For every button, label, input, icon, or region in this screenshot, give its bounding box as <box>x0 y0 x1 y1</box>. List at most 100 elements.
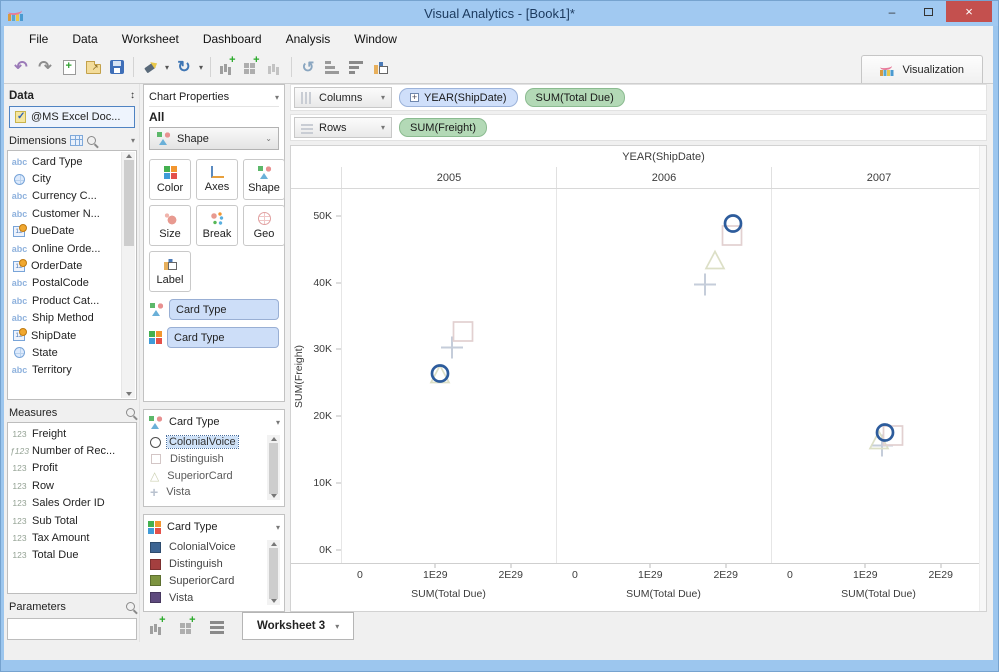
dropdown-caret-icon[interactable]: ▾ <box>164 62 169 72</box>
chart-type-dropdown[interactable]: Shape ⌄ <box>149 127 279 150</box>
dropdown-caret-icon[interactable]: ▾ <box>198 62 203 72</box>
scroll-down-icon[interactable] <box>270 599 277 603</box>
dimension-item[interactable]: abc Currency C... <box>10 188 120 205</box>
search-icon[interactable] <box>126 408 135 417</box>
dimension-item[interactable]: abc Territory <box>10 362 120 379</box>
data-point-distinguish[interactable] <box>881 423 905 450</box>
data-connection-icon[interactable] <box>139 57 161 77</box>
search-icon[interactable] <box>126 602 135 611</box>
data-point-colonialvoice[interactable] <box>428 361 452 388</box>
geo-button[interactable]: Geo <box>243 205 285 246</box>
dimensions-menu-caret-icon[interactable]: ▾ <box>130 136 135 145</box>
measure-item[interactable]: 123 Sub Total <box>10 512 120 529</box>
data-point-vista[interactable] <box>440 336 464 363</box>
chart-panel-2005[interactable] <box>341 189 556 563</box>
collapse-expand-icon[interactable]: ↕ <box>130 90 135 101</box>
field-pill[interactable]: SUM(Total Due) <box>524 88 625 107</box>
measure-item[interactable]: ƒ123 Number of Rec... <box>10 442 120 459</box>
size-button[interactable]: Size <box>149 205 191 246</box>
dimension-item[interactable]: 12 DueDate <box>10 223 120 240</box>
scrollbar-thumb[interactable] <box>269 442 278 494</box>
refresh-layout-icon[interactable]: ↺ <box>301 59 315 76</box>
color-legend-scrollbar[interactable] <box>267 539 280 605</box>
measure-item[interactable]: 123 Total Due <box>10 547 120 564</box>
data-point-vista[interactable] <box>693 272 717 299</box>
save-icon[interactable] <box>106 57 128 77</box>
chart-properties-caret-icon[interactable]: ▾ <box>274 92 279 102</box>
scroll-down-icon[interactable] <box>125 392 132 396</box>
dimension-item[interactable]: abc Product Cat... <box>10 292 120 309</box>
menu-analysis[interactable]: Analysis <box>285 31 331 46</box>
data-point-distinguish[interactable] <box>451 319 475 346</box>
dimensions-scrollbar[interactable] <box>121 152 135 398</box>
dimension-item[interactable]: abc Card Type <box>10 153 120 170</box>
search-icon[interactable] <box>87 136 97 145</box>
color-legend-item[interactable]: SuperiorCard <box>150 572 264 589</box>
shape-legend-item[interactable]: ColonialVoice <box>150 434 264 451</box>
refresh-icon[interactable]: ↻ <box>177 59 191 76</box>
worksheet-tab-caret-icon[interactable]: ▾ <box>335 621 340 631</box>
data-source-item[interactable]: @MS Excel Doc... <box>9 106 135 128</box>
show-labels-icon[interactable] <box>369 57 391 77</box>
chart-panel-2006[interactable] <box>556 189 771 563</box>
dimension-item[interactable]: abc Customer N... <box>10 205 120 222</box>
dimension-item[interactable]: abc Online Orde... <box>10 240 120 257</box>
menu-window[interactable]: Window <box>354 31 397 46</box>
shape-legend-caret-icon[interactable]: ▾ <box>275 417 280 427</box>
menu-data[interactable]: Data <box>72 31 98 46</box>
color-legend-item[interactable]: Distinguish <box>150 556 264 573</box>
scrollbar-thumb[interactable] <box>269 547 278 599</box>
data-point-distinguish[interactable] <box>720 224 744 251</box>
label-button[interactable]: Label <box>149 251 191 292</box>
shape-legend-item[interactable]: + Vista <box>150 484 264 501</box>
visualization-tab[interactable]: Visualization <box>861 55 983 83</box>
color-legend-item[interactable]: ColonialVoice <box>150 539 264 556</box>
shape-legend-item[interactable]: Distinguish <box>150 450 264 467</box>
columns-caret-icon[interactable]: ▾ <box>380 93 385 102</box>
add-dashboard-icon[interactable] <box>240 54 262 77</box>
add-worksheet-icon[interactable] <box>216 54 238 77</box>
minimize-button[interactable]: – <box>888 4 896 19</box>
new-dashboard-icon[interactable] <box>175 614 199 637</box>
data-point-superiorcard[interactable] <box>428 363 452 390</box>
break-button[interactable]: Break <box>196 205 238 246</box>
columns-shelf-label[interactable]: Columns ▾ <box>294 87 392 108</box>
rows-caret-icon[interactable]: ▾ <box>380 123 385 132</box>
maximize-button[interactable] <box>910 1 946 22</box>
sort-descending-icon[interactable] <box>345 57 367 77</box>
measure-item[interactable]: 123 Row <box>10 477 120 494</box>
color-button[interactable]: Color <box>149 159 191 200</box>
color-legend-caret-icon[interactable]: ▾ <box>275 522 280 532</box>
axes-button[interactable]: Axes <box>196 159 238 200</box>
scrollbar-thumb[interactable] <box>123 160 134 246</box>
measure-item[interactable]: 123 Sales Order ID <box>10 495 120 512</box>
data-point-superiorcard[interactable] <box>703 249 727 276</box>
color-legend-item[interactable]: Vista <box>150 589 264 606</box>
menu-file[interactable]: File <box>29 31 49 46</box>
new-worksheet-icon[interactable] <box>145 614 169 637</box>
worksheet-list-icon[interactable] <box>205 617 229 637</box>
shape-legend-item[interactable]: △ SuperiorCard <box>150 467 264 484</box>
open-icon[interactable] <box>82 57 104 77</box>
expand-icon[interactable]: + <box>410 92 419 102</box>
data-point-colonialvoice[interactable] <box>721 212 745 239</box>
show-bars-icon[interactable] <box>264 57 286 77</box>
measure-item[interactable]: 123 Freight <box>10 425 120 442</box>
dimension-item[interactable]: abc PostalCode <box>10 275 120 292</box>
dimension-item[interactable]: City <box>10 170 120 187</box>
sort-ascending-icon[interactable] <box>321 57 343 77</box>
new-document-icon[interactable] <box>58 57 80 77</box>
scroll-up-icon[interactable] <box>270 436 277 441</box>
field-pill[interactable]: + YEAR(ShipDate) <box>399 88 518 107</box>
scroll-up-icon[interactable] <box>270 541 277 546</box>
measure-item[interactable]: 123 Profit <box>10 460 120 477</box>
menu-dashboard[interactable]: Dashboard <box>202 31 262 46</box>
scroll-down-icon[interactable] <box>270 493 277 498</box>
redo-icon[interactable]: ↷ <box>38 59 52 76</box>
scroll-up-icon[interactable] <box>125 154 132 158</box>
measure-item[interactable]: 123 Tax Amount <box>10 529 120 546</box>
rows-shelf-label[interactable]: Rows ▾ <box>294 117 392 138</box>
undo-icon[interactable]: ↶ <box>14 59 28 76</box>
data-point-colonialvoice[interactable] <box>873 421 897 448</box>
view-data-icon[interactable] <box>70 135 84 146</box>
